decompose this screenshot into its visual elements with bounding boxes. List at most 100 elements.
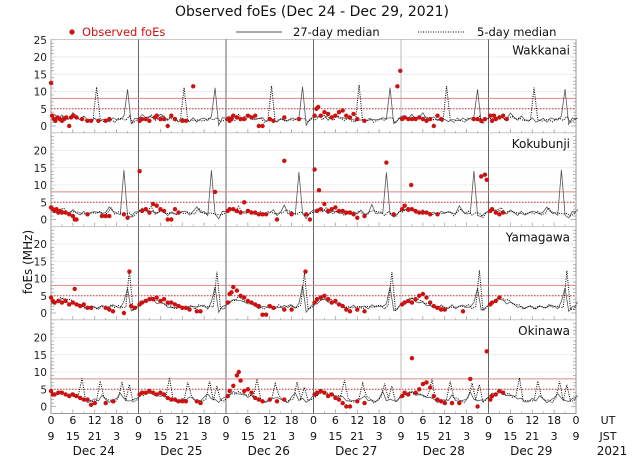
observed-point xyxy=(420,291,426,297)
observed-point xyxy=(139,300,145,305)
station-label: Okinawa xyxy=(518,324,570,338)
observed-point xyxy=(172,302,178,307)
observed-point xyxy=(409,116,415,122)
x-axis: UT JST 2021 0961512211830961512211830961… xyxy=(48,414,628,457)
ut-tick-label: 6 xyxy=(244,414,251,427)
observed-point xyxy=(428,212,433,217)
observed-point xyxy=(282,115,287,120)
observed-point xyxy=(296,116,302,122)
observed-point xyxy=(147,388,152,394)
jst-tick-label: 21 xyxy=(525,430,539,443)
observed-point xyxy=(442,400,447,406)
ut-tick-label: 0 xyxy=(310,414,317,427)
observed-point xyxy=(325,111,331,117)
ut-tick-label: 6 xyxy=(157,414,164,427)
observed-point xyxy=(79,116,85,122)
observed-point xyxy=(165,395,170,401)
y-tick-label: 25 xyxy=(34,35,47,47)
observed-point xyxy=(340,303,345,309)
observed-point xyxy=(351,212,356,217)
observed-point xyxy=(417,210,422,215)
observed-point xyxy=(402,203,407,208)
day-label: Dec 25 xyxy=(160,444,202,457)
observed-point xyxy=(253,210,258,215)
observed-point xyxy=(475,116,480,122)
observed-point xyxy=(154,203,159,208)
observed-point xyxy=(245,113,251,118)
observed-point xyxy=(103,118,108,124)
observed-point xyxy=(318,295,323,300)
observed-point xyxy=(362,400,367,406)
observed-point xyxy=(406,298,411,304)
observed-point xyxy=(438,399,444,404)
observed-point xyxy=(344,307,349,312)
observed-point xyxy=(307,217,313,222)
y-tick-label: 5 xyxy=(40,291,47,303)
observed-point xyxy=(417,387,422,392)
observed-point xyxy=(74,393,79,399)
observed-point xyxy=(48,388,54,394)
observed-point xyxy=(344,404,349,409)
observed-point xyxy=(194,309,199,314)
observed-point xyxy=(249,115,254,120)
observed-point xyxy=(143,298,148,304)
observed-point xyxy=(256,303,261,309)
observed-point xyxy=(428,116,433,122)
observed-point xyxy=(78,303,83,309)
observed-point xyxy=(154,295,159,300)
observed-point xyxy=(85,305,90,310)
observed-point xyxy=(347,309,353,314)
observed-point xyxy=(236,369,241,375)
observed-point xyxy=(74,115,79,120)
observed-point xyxy=(78,395,83,401)
y-tick-label: 15 xyxy=(34,256,47,268)
observed-point xyxy=(103,213,108,219)
observed-point xyxy=(475,404,480,409)
observed-point xyxy=(256,397,261,402)
observed-point xyxy=(413,390,418,395)
observed-point xyxy=(493,116,498,122)
observed-point xyxy=(493,298,498,304)
ut-tick-label: 12 xyxy=(525,414,539,427)
ut-tick-label: 0 xyxy=(223,414,230,427)
observed-point xyxy=(347,115,353,120)
observed-point xyxy=(438,116,444,122)
observed-point xyxy=(74,217,79,222)
observed-point xyxy=(271,305,276,310)
observed-point xyxy=(59,390,65,395)
observed-point xyxy=(355,307,360,312)
observed-point xyxy=(70,213,76,219)
jst-tick-label: 21 xyxy=(88,430,102,443)
observed-point xyxy=(176,303,181,309)
legend-median27-label: 27-day median xyxy=(293,25,380,39)
observed-point xyxy=(336,397,342,402)
observed-point xyxy=(183,399,189,404)
observed-point xyxy=(318,207,323,212)
y-tick-label: 0 xyxy=(40,308,47,320)
observed-point xyxy=(59,210,65,215)
observed-point xyxy=(176,399,181,404)
observed-point xyxy=(322,110,327,115)
observed-point xyxy=(234,288,240,293)
observed-point xyxy=(238,378,243,383)
observed-point xyxy=(333,298,338,304)
observed-point xyxy=(489,393,495,399)
observed-point xyxy=(172,397,178,402)
y-tick-label: 0 xyxy=(40,121,47,133)
observed-point xyxy=(198,309,203,314)
observed-point xyxy=(362,213,367,219)
observed-point xyxy=(493,392,498,397)
observed-point xyxy=(420,116,426,122)
jst-tick-label: 9 xyxy=(485,430,492,443)
observed-point xyxy=(340,400,345,406)
observed-point xyxy=(143,116,148,122)
observed-point xyxy=(282,158,287,163)
observed-point xyxy=(238,293,243,298)
observed-point xyxy=(479,118,484,124)
y-tick-label: 20 xyxy=(34,333,47,345)
observed-point xyxy=(312,167,317,172)
observed-point xyxy=(180,305,185,310)
observed-point xyxy=(329,115,334,120)
observed-point xyxy=(72,286,77,292)
observed-point xyxy=(249,210,254,215)
